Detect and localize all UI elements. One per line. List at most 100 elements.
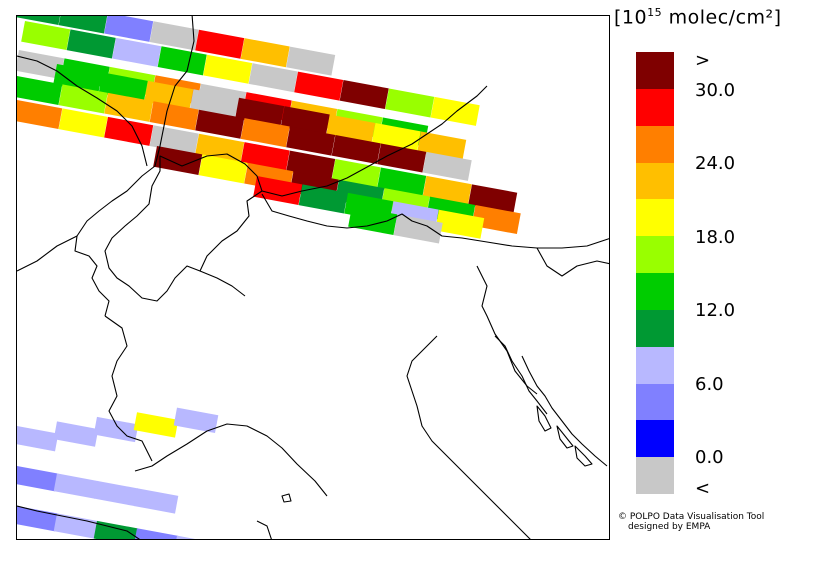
border-croatia	[536, 247, 609, 277]
scale-tick-label: >	[695, 50, 711, 71]
satellite-pixel	[298, 184, 348, 214]
satellite-pixel	[133, 412, 179, 438]
coast-ligurian	[134, 423, 328, 497]
island-1	[536, 405, 552, 432]
satellite-pixel	[240, 38, 290, 68]
credit-line-1: © POLPO Data Visualisation Tool	[618, 512, 765, 522]
border-switzerland	[104, 153, 263, 302]
color-swatch	[636, 420, 674, 458]
scale-tick-label: 12.0	[695, 300, 736, 321]
satellite-pixel	[17, 465, 59, 492]
satellite-pixel	[149, 21, 199, 51]
color-swatch	[636, 162, 674, 200]
satellite-pixel	[17, 16, 63, 26]
border-italy-france	[104, 315, 153, 462]
satellite-pixel	[331, 135, 381, 165]
scale-tick-label: 18.0	[695, 227, 736, 248]
satellite-pixel	[133, 528, 179, 539]
satellite-pixel	[104, 116, 154, 146]
scale-tick-label: <	[695, 478, 711, 499]
border-north	[74, 16, 195, 317]
legend-title-base: [10	[614, 6, 648, 29]
satellite-pixel	[53, 513, 99, 539]
satellite-pixel	[471, 205, 521, 235]
satellite-pixel	[53, 421, 99, 447]
color-swatch	[636, 346, 674, 384]
satellite-pixel	[17, 76, 63, 106]
satellite-pixel	[430, 96, 480, 126]
country-borders	[17, 16, 609, 539]
credit-text: © POLPO Data Visualisation Tool designed…	[618, 512, 764, 532]
color-swatch	[636, 383, 674, 421]
satellite-pixel	[157, 46, 207, 76]
satellite-pixel	[253, 175, 303, 206]
color-swatch	[636, 199, 674, 237]
satellite-pixel	[377, 143, 427, 173]
satellite-pixel	[104, 16, 154, 42]
satellite-pixel	[173, 535, 219, 539]
color-swatch	[636, 125, 674, 163]
satellite-pixel	[240, 118, 290, 148]
satellite-pixel	[58, 16, 108, 34]
satellite-pixel	[435, 209, 485, 239]
color-swatch	[636, 273, 674, 311]
scale-tick-label: 30.0	[695, 80, 736, 101]
legend-title-units: molec/cm²]	[662, 6, 782, 29]
satellite-pixel	[17, 50, 65, 80]
border-italy-inner	[199, 270, 246, 297]
coast-dalmatia	[521, 355, 608, 467]
satellite-pixel	[112, 37, 162, 67]
satellite-pixel	[248, 63, 298, 93]
map-panel[interactable]	[16, 15, 610, 540]
satellite-pixel	[149, 101, 199, 131]
color-swatch	[636, 457, 674, 495]
coast-france-south	[17, 505, 140, 539]
island-3	[574, 445, 593, 467]
satellite-pixel	[66, 29, 116, 59]
scale-tick-label: 24.0	[695, 153, 736, 174]
map-canvas[interactable]	[17, 16, 610, 540]
satellite-pixel	[17, 505, 59, 532]
coast-istria	[494, 335, 548, 415]
satellite-pixel	[294, 71, 344, 101]
satellite-pixel	[339, 80, 389, 110]
satellite-pixel	[58, 108, 108, 138]
satellite-pixel	[393, 214, 443, 244]
satellite-pixel	[195, 29, 245, 59]
satellite-pixel-layer	[17, 16, 521, 539]
island-corsica-tip	[256, 520, 272, 539]
island-2	[556, 425, 574, 449]
satellite-pixel	[53, 473, 99, 499]
satellite-pixel	[93, 416, 139, 443]
scale-tick-label: 6.0	[695, 374, 724, 395]
island-elba	[281, 493, 292, 503]
legend-title-exponent: 15	[647, 6, 663, 19]
satellite-pixel	[203, 54, 253, 84]
color-scale-bar	[636, 52, 674, 495]
satellite-pixel	[286, 46, 336, 76]
legend-title: [1015 molec/cm²]	[614, 6, 782, 28]
satellite-pixel	[58, 84, 108, 114]
satellite-pixel	[195, 109, 245, 139]
scale-tick-label: 0.0	[695, 447, 724, 468]
satellite-pixel	[286, 126, 336, 156]
satellite-pixel	[173, 407, 219, 434]
satellite-pixel	[348, 205, 398, 236]
border-france-germany	[17, 235, 78, 272]
color-swatch	[636, 236, 674, 274]
satellite-pixel	[17, 100, 63, 130]
color-swatch	[636, 88, 674, 127]
border-west-germany	[17, 55, 148, 167]
credit-line-2: designed by EMPA	[628, 522, 711, 532]
border-austria	[261, 85, 488, 197]
color-swatch	[636, 309, 674, 348]
satellite-pixel	[93, 480, 139, 507]
satellite-pixel	[153, 146, 203, 176]
satellite-pixel	[133, 488, 179, 514]
satellite-pixel	[385, 88, 435, 118]
satellite-pixel	[198, 154, 248, 184]
border-slovenia	[476, 265, 538, 395]
color-swatch	[636, 52, 674, 90]
satellite-pixel	[93, 520, 139, 539]
satellite-pixel	[104, 92, 154, 122]
